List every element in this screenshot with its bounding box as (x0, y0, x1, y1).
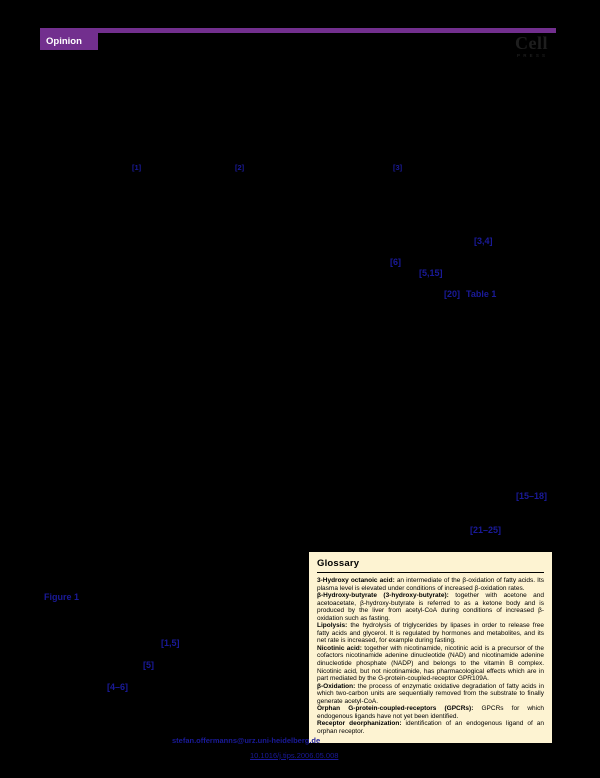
cell-press-logo: Cell PRESS (515, 34, 555, 58)
glossary-definition: GPCRs for which endogenous ligands have … (317, 705, 544, 720)
doi-link[interactable]: 10.1016/j.tips.2006.05.008 (250, 751, 339, 760)
table-1-link[interactable]: Table 1 (466, 289, 497, 299)
corresponding-author-email-link[interactable]: stefan.offermanns@urz.uni-heidelberg.de (172, 736, 321, 745)
glossary-term: Lipolysis: (317, 622, 348, 630)
section-label-opinion: Opinion (40, 33, 98, 50)
glossary-term: Receptor deorphanization: (317, 720, 402, 728)
glossary-entry: Receptor deorphanization: identification… (317, 720, 544, 735)
reference-link-1-5[interactable]: [1,5] (161, 638, 180, 648)
glossary-entry: β-Hydroxy-butyrate (3-hydroxy-butyrate):… (317, 592, 544, 622)
glossary-entry: Nicotinic acid: together with nicotinami… (317, 645, 544, 683)
glossary-definition: together with nicotinamide, nicotinic ac… (317, 644, 544, 683)
affiliation-citation-3[interactable]: [3] (393, 163, 403, 172)
reference-link-15-18[interactable]: [15–18] (516, 491, 548, 501)
reference-link-5-15[interactable]: [5,15] (419, 268, 443, 278)
reference-link-5[interactable]: [5] (143, 660, 154, 670)
glossary-definition: an intermediate of the β-oxidation of fa… (317, 577, 545, 592)
glossary-definition: together with acetone and acetoacetate, … (317, 592, 545, 622)
glossary-entry: β-Oxidation: the process of enzymatic ox… (317, 683, 544, 706)
cell-logo-wordmark: Cell (515, 33, 548, 53)
affiliation-citation-1[interactable]: [1] (132, 163, 142, 172)
glossary-definition: the process of enzymatic oxidative degra… (317, 682, 544, 705)
glossary-box: Glossary 3-Hydroxy octanoic acid: an int… (308, 551, 553, 744)
glossary-entry: Lipolysis: the hydrolysis of triglycerid… (317, 622, 544, 645)
glossary-term: β-Hydroxy-butyrate (3-hydroxy-butyrate): (317, 592, 449, 600)
affiliation-citation-2[interactable]: [2] (235, 163, 245, 172)
glossary-definition: identification of an endogenous ligand o… (317, 720, 545, 735)
glossary-term: 3-Hydroxy octanoic acid: (317, 577, 395, 584)
header-purple-rule (40, 28, 556, 33)
glossary-term: Orphan G-protein-coupled-receptors (GPCR… (317, 705, 474, 713)
reference-link-20[interactable]: [20] (444, 289, 461, 299)
reference-link-4-6[interactable]: [4–6] (107, 682, 129, 692)
glossary-definition: the hydrolysis of triglycerides by lipas… (317, 622, 544, 645)
glossary-term: β-Oxidation: (317, 682, 356, 690)
glossary-title: Glossary (317, 558, 360, 569)
reference-link-6[interactable]: [6] (390, 257, 401, 267)
figure-1-link[interactable]: Figure 1 (44, 592, 80, 602)
glossary-entry: Orphan G-protein-coupled-receptors (GPCR… (317, 705, 544, 720)
cell-logo-press-text: PRESS (517, 53, 549, 58)
reference-link-3-4[interactable]: [3,4] (474, 236, 493, 246)
glossary-title-rule (317, 572, 544, 573)
reference-link-21-25[interactable]: [21–25] (470, 525, 502, 535)
glossary-entry: 3-Hydroxy octanoic acid: an intermediate… (317, 577, 544, 592)
glossary-term: Nicotinic acid: (317, 644, 362, 652)
